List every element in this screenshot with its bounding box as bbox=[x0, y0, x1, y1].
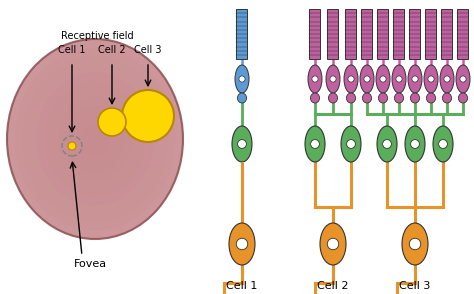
Circle shape bbox=[409, 238, 421, 250]
Ellipse shape bbox=[308, 65, 322, 93]
Ellipse shape bbox=[320, 223, 346, 265]
Bar bbox=[346, 9, 356, 59]
Ellipse shape bbox=[36, 72, 154, 206]
Text: Fovea: Fovea bbox=[73, 259, 107, 269]
Ellipse shape bbox=[433, 126, 453, 162]
Ellipse shape bbox=[363, 93, 372, 103]
Ellipse shape bbox=[305, 126, 325, 162]
Text: Cell 1: Cell 1 bbox=[58, 45, 86, 55]
Circle shape bbox=[444, 76, 450, 82]
Ellipse shape bbox=[377, 126, 397, 162]
Ellipse shape bbox=[235, 65, 249, 93]
Circle shape bbox=[348, 76, 354, 82]
Circle shape bbox=[460, 76, 466, 82]
Circle shape bbox=[310, 140, 319, 148]
Circle shape bbox=[98, 108, 126, 136]
Ellipse shape bbox=[73, 114, 117, 164]
Bar bbox=[377, 9, 389, 59]
Ellipse shape bbox=[341, 126, 361, 162]
Text: Cell 3: Cell 3 bbox=[399, 281, 431, 291]
Bar bbox=[441, 9, 453, 59]
Ellipse shape bbox=[58, 97, 132, 181]
Circle shape bbox=[396, 76, 402, 82]
Circle shape bbox=[428, 76, 434, 82]
Ellipse shape bbox=[88, 131, 102, 147]
Ellipse shape bbox=[310, 93, 319, 103]
Ellipse shape bbox=[394, 93, 403, 103]
Ellipse shape bbox=[408, 65, 422, 93]
Ellipse shape bbox=[405, 126, 425, 162]
Ellipse shape bbox=[376, 65, 390, 93]
Circle shape bbox=[239, 76, 245, 82]
Ellipse shape bbox=[346, 93, 356, 103]
Ellipse shape bbox=[344, 65, 358, 93]
Circle shape bbox=[412, 76, 418, 82]
Circle shape bbox=[383, 140, 392, 148]
Bar bbox=[328, 9, 338, 59]
Circle shape bbox=[438, 140, 447, 148]
Ellipse shape bbox=[232, 126, 252, 162]
Ellipse shape bbox=[14, 47, 176, 231]
Circle shape bbox=[346, 140, 356, 148]
Ellipse shape bbox=[424, 65, 438, 93]
Ellipse shape bbox=[410, 93, 419, 103]
Ellipse shape bbox=[7, 39, 183, 239]
Bar bbox=[393, 9, 404, 59]
Ellipse shape bbox=[440, 65, 454, 93]
Circle shape bbox=[364, 76, 370, 82]
Ellipse shape bbox=[378, 93, 388, 103]
Circle shape bbox=[330, 76, 336, 82]
Bar bbox=[237, 9, 247, 59]
Ellipse shape bbox=[51, 89, 139, 189]
Text: Cell 1: Cell 1 bbox=[226, 281, 258, 291]
Circle shape bbox=[327, 238, 339, 250]
Circle shape bbox=[410, 140, 419, 148]
Ellipse shape bbox=[44, 81, 146, 197]
Ellipse shape bbox=[229, 223, 255, 265]
Ellipse shape bbox=[458, 93, 467, 103]
Ellipse shape bbox=[427, 93, 436, 103]
Text: Cell 2: Cell 2 bbox=[317, 281, 349, 291]
Text: Receptive field: Receptive field bbox=[61, 31, 133, 41]
Bar bbox=[457, 9, 468, 59]
Circle shape bbox=[236, 238, 248, 250]
Ellipse shape bbox=[80, 122, 109, 156]
Text: Cell 3: Cell 3 bbox=[134, 45, 162, 55]
Bar bbox=[410, 9, 420, 59]
Text: Cell 2: Cell 2 bbox=[98, 45, 126, 55]
Bar bbox=[362, 9, 373, 59]
Ellipse shape bbox=[328, 93, 337, 103]
Ellipse shape bbox=[326, 65, 340, 93]
Ellipse shape bbox=[237, 93, 246, 103]
Circle shape bbox=[68, 142, 76, 150]
Circle shape bbox=[380, 76, 386, 82]
Circle shape bbox=[122, 90, 174, 142]
Circle shape bbox=[312, 76, 318, 82]
Ellipse shape bbox=[66, 106, 124, 172]
Ellipse shape bbox=[402, 223, 428, 265]
Ellipse shape bbox=[442, 93, 452, 103]
Ellipse shape bbox=[456, 65, 470, 93]
Ellipse shape bbox=[360, 65, 374, 93]
Ellipse shape bbox=[7, 39, 183, 239]
Bar bbox=[426, 9, 437, 59]
Bar bbox=[310, 9, 320, 59]
Circle shape bbox=[237, 140, 246, 148]
Ellipse shape bbox=[22, 56, 168, 222]
Ellipse shape bbox=[29, 64, 161, 214]
Ellipse shape bbox=[392, 65, 406, 93]
